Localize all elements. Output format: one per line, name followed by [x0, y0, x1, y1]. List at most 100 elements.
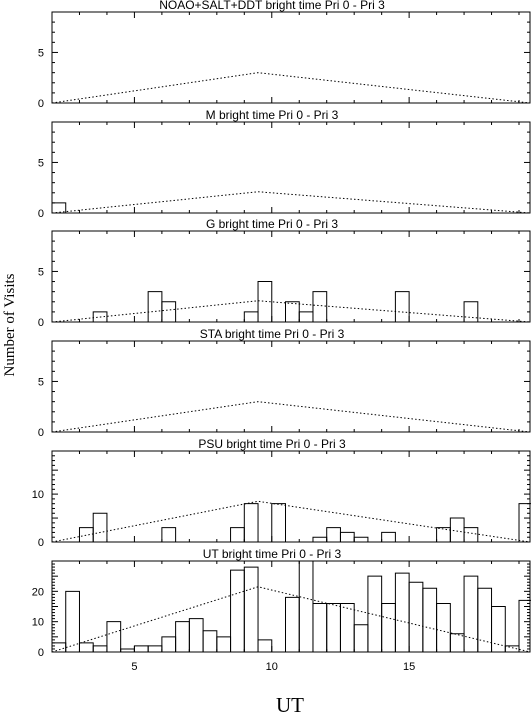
histogram-bar — [449, 633, 465, 652]
histogram-bar — [394, 572, 410, 652]
histogram-bar — [161, 636, 177, 652]
histogram-bar — [367, 575, 383, 652]
histogram-bar — [271, 503, 287, 542]
y-tick-label: 10 — [32, 489, 44, 501]
histogram-bar — [326, 527, 341, 542]
histogram-bar — [78, 527, 94, 542]
x-tick-label: 5 — [131, 661, 137, 673]
y-tick-label: 10 — [32, 617, 44, 629]
histogram-bar — [463, 527, 479, 542]
model-curve — [51, 586, 531, 653]
histogram-bar — [243, 566, 259, 652]
model-curve — [51, 72, 531, 104]
panel-title: NOAO+SALT+DDT bright time Pri 0 - Pri 3 — [159, 0, 385, 12]
histogram-bar — [161, 301, 177, 322]
x-tick-label: 15 — [403, 661, 415, 673]
histogram-bar — [216, 636, 232, 652]
histogram-bar — [491, 606, 506, 652]
plot-frame — [51, 340, 531, 433]
histogram-bar — [449, 517, 465, 542]
histogram-bar — [477, 587, 493, 652]
histogram-bar — [312, 291, 328, 322]
histogram-bar — [436, 602, 451, 652]
panel-g: G bright time Pri 0 - Pri 3 0 5 — [38, 217, 531, 329]
histogram-bar — [106, 621, 122, 652]
histogram-bar — [463, 575, 479, 652]
histogram-bar — [285, 301, 300, 322]
y-tick-label: 5 — [38, 376, 44, 388]
panel-title: STA bright time Pri 0 - Pri 3 — [200, 327, 345, 341]
histogram-bar — [463, 301, 479, 322]
histogram-bar — [257, 639, 273, 652]
histogram-bar — [65, 590, 80, 652]
histogram-bar — [147, 291, 163, 322]
histogram-bar — [353, 536, 369, 542]
histogram-bar — [243, 311, 259, 322]
y-tick-label: 20 — [32, 586, 44, 598]
plot-frame — [51, 11, 531, 104]
plot-frame — [51, 121, 531, 214]
histogram-bar — [92, 645, 108, 652]
model-curve — [51, 500, 531, 543]
histogram-bar — [133, 645, 149, 652]
y-tick-label: 5 — [38, 157, 44, 169]
histogram-bar — [230, 527, 245, 542]
histogram-bar — [518, 503, 531, 542]
y-tick-label: 0 — [38, 537, 44, 549]
histogram-bar — [312, 536, 328, 542]
histogram-bar — [188, 618, 204, 652]
histogram-bar — [312, 602, 328, 652]
panel-m: M bright time Pri 0 - Pri 3 0 5 — [38, 108, 531, 220]
panel-noao: NOAO+SALT+DDT bright time Pri 0 - Pri 3 0… — [38, 0, 531, 110]
panel-psu: PSU bright time Pri 0 - Pri 3 0 10 — [32, 437, 531, 549]
histogram-bar — [339, 602, 355, 652]
histogram-bar — [175, 621, 190, 652]
model-curve — [51, 300, 531, 323]
panel-sta: STA bright time Pri 0 - Pri 3 0 5 — [38, 327, 531, 439]
histogram-bar — [381, 531, 396, 542]
panel-ut: UT bright time Pri 0 - Pri 3 0 10 20 5 10 15 — [32, 547, 531, 673]
histogram-bar — [230, 569, 245, 652]
histogram-bar — [92, 311, 108, 322]
y-tick-label: 0 — [38, 427, 44, 439]
panel-title: PSU bright time Pri 0 - Pri 3 — [198, 437, 346, 451]
y-tick-label: 5 — [38, 47, 44, 59]
y-axis-title: Number of Visits — [2, 273, 18, 376]
y-tick-label: 5 — [38, 266, 44, 278]
plot-frame — [51, 560, 531, 653]
panel-title: G bright time Pri 0 - Pri 3 — [206, 217, 338, 231]
y-tick-label: 0 — [38, 647, 44, 659]
histogram-bar — [147, 645, 163, 652]
histogram-bar — [408, 581, 424, 652]
histogram-bar — [243, 503, 259, 542]
plot-frame — [51, 450, 531, 543]
histogram-bar — [353, 624, 369, 652]
histogram-bar — [394, 291, 410, 322]
histogram-bar — [78, 642, 94, 652]
y-tick-label: 0 — [38, 317, 44, 329]
histogram-bar — [298, 560, 314, 652]
model-curve — [51, 191, 531, 214]
histogram-bar — [92, 512, 108, 542]
histogram-bar — [51, 202, 67, 213]
y-tick-label: 0 — [38, 208, 44, 220]
histogram-bar — [518, 599, 531, 652]
histogram-bar — [298, 311, 314, 322]
panel-title: M bright time Pri 0 - Pri 3 — [206, 108, 339, 122]
plot-frame — [51, 230, 531, 323]
histogram-bar — [339, 531, 355, 542]
panel-title: UT bright time Pri 0 - Pri 3 — [203, 547, 342, 561]
x-axis-title: UT — [276, 693, 304, 716]
histogram-bar — [326, 602, 341, 652]
histogram-bar — [285, 596, 300, 652]
histogram-bar — [422, 587, 438, 652]
histogram-bar — [51, 642, 67, 652]
y-tick-label: 0 — [38, 98, 44, 110]
histogram-bar — [161, 527, 177, 542]
histogram-bar — [257, 281, 273, 322]
model-curve — [51, 401, 531, 433]
x-tick-label: 10 — [266, 661, 278, 673]
histogram-bar — [436, 527, 451, 542]
histogram-bar — [202, 630, 218, 652]
